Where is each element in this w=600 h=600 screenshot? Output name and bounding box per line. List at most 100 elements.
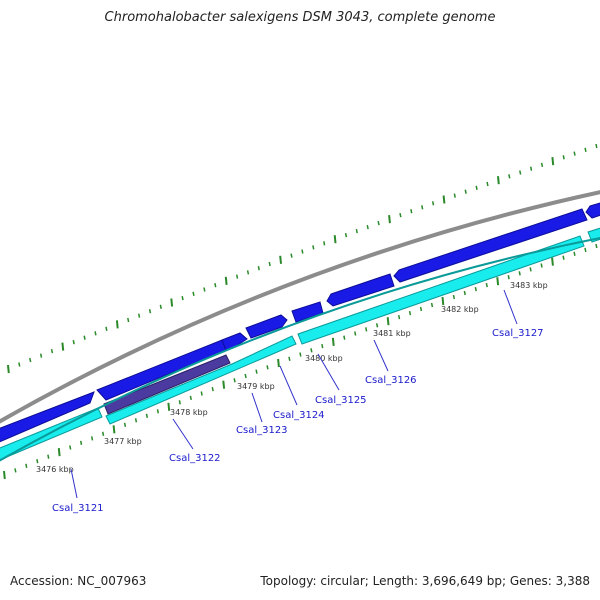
tick-mark — [551, 157, 555, 166]
tick-mark — [595, 243, 598, 249]
gene-reverse-2 — [103, 354, 231, 415]
kbp-label: 3479 kbp — [237, 382, 275, 391]
gene-label: Csal_3127 — [492, 328, 544, 339]
tick-mark — [377, 220, 380, 226]
tick-mark — [496, 277, 500, 286]
tick-mark — [178, 400, 181, 405]
leader-line — [503, 289, 518, 325]
tick-mark — [386, 317, 390, 326]
tick-mark — [421, 205, 424, 210]
tick-mark — [573, 151, 576, 156]
tick-mark — [181, 295, 184, 301]
leader-line — [317, 353, 340, 391]
backbone-arc — [0, 190, 600, 424]
gene-forward-3 — [221, 332, 248, 351]
tick-mark — [47, 454, 50, 459]
tick-mark — [72, 340, 75, 345]
kbp-label: 3478 kbp — [170, 408, 208, 417]
tick-mark — [134, 418, 138, 423]
tick-mark — [312, 245, 315, 250]
gene-forward-7 — [393, 208, 588, 283]
tick-mark — [170, 298, 174, 307]
tick-mark — [246, 270, 250, 275]
tick-mark — [101, 431, 105, 436]
tick-mark — [189, 395, 192, 401]
tick-mark — [408, 310, 412, 316]
tick-mark — [69, 445, 72, 450]
gene-label: Csal_3125 — [315, 395, 367, 406]
tick-mark — [344, 232, 348, 238]
tick-mark — [441, 296, 445, 306]
tick-mark — [7, 364, 10, 374]
tick-mark — [290, 253, 293, 258]
tick-mark — [562, 255, 565, 260]
tick-mark — [123, 422, 127, 427]
tick-mark — [257, 266, 260, 271]
reverse-strand-genes — [0, 227, 600, 462]
tick-mark — [14, 468, 17, 473]
tick-mark — [214, 283, 217, 288]
tick-mark — [36, 459, 39, 464]
tick-mark — [519, 170, 522, 175]
tick-mark — [540, 263, 543, 268]
tick-mark — [397, 314, 401, 320]
tick-mark — [94, 331, 97, 336]
tick-mark — [25, 463, 28, 468]
tick-mark — [343, 335, 346, 340]
tick-mark — [419, 306, 423, 312]
gene-reverse-4 — [297, 235, 585, 345]
gene-label: Csal_3126 — [365, 375, 417, 386]
forward-strand-genes — [0, 202, 600, 443]
inner-tick-marks — [3, 243, 598, 480]
tick-mark — [224, 276, 228, 285]
tick-mark — [3, 470, 6, 480]
tick-mark — [57, 448, 61, 457]
tick-mark — [518, 271, 521, 276]
tick-mark — [399, 212, 402, 218]
tick-mark — [442, 195, 446, 204]
tick-mark — [430, 302, 434, 308]
gene-reverse-3 — [105, 335, 297, 425]
tick-mark — [508, 174, 511, 179]
tick-mark — [90, 436, 94, 441]
tick-mark — [137, 313, 141, 318]
tick-mark — [366, 224, 369, 230]
leader-line — [373, 339, 389, 372]
gene-label: Csal_3124 — [273, 410, 325, 421]
tick-mark — [463, 290, 466, 296]
tick-mark — [268, 261, 271, 267]
tick-mark — [200, 391, 203, 396]
gene-leader-lines — [70, 289, 518, 499]
kbp-label: 3480 kbp — [305, 354, 343, 363]
tick-mark — [29, 357, 32, 363]
tick-mark — [233, 378, 236, 383]
tick-mark — [255, 369, 258, 374]
kbp-labels: 3476 kbp 3477 kbp 3478 kbp 3479 kbp 3480… — [36, 281, 548, 474]
tick-mark — [388, 215, 391, 224]
tick-mark — [331, 337, 335, 346]
gene-forward-6 — [326, 273, 395, 307]
gene-forward-1 — [0, 391, 95, 443]
tick-mark — [115, 320, 119, 329]
tick-mark — [301, 249, 304, 254]
leader-line — [172, 418, 194, 450]
tick-mark — [365, 327, 368, 332]
tick-mark — [203, 287, 206, 292]
tick-mark — [112, 425, 116, 434]
footer-accession: Accession: NC_007963 — [10, 574, 147, 588]
tick-mark — [551, 257, 554, 266]
tick-mark — [486, 181, 489, 187]
tick-mark — [222, 380, 226, 389]
kbp-label: 3481 kbp — [373, 329, 411, 338]
tick-mark — [497, 176, 500, 185]
tick-mark — [584, 147, 587, 152]
leader-line — [279, 365, 298, 406]
tick-mark — [562, 155, 565, 160]
tick-mark — [244, 373, 247, 379]
kbp-label: 3482 kbp — [441, 305, 479, 314]
tick-mark — [529, 166, 533, 171]
tick-mark — [540, 162, 544, 168]
map-title: Chromohalobacter salexigens DSM 3043, co… — [104, 10, 496, 25]
kbp-label: 3483 kbp — [510, 281, 548, 290]
kbp-label: 3476 kbp — [36, 465, 74, 474]
